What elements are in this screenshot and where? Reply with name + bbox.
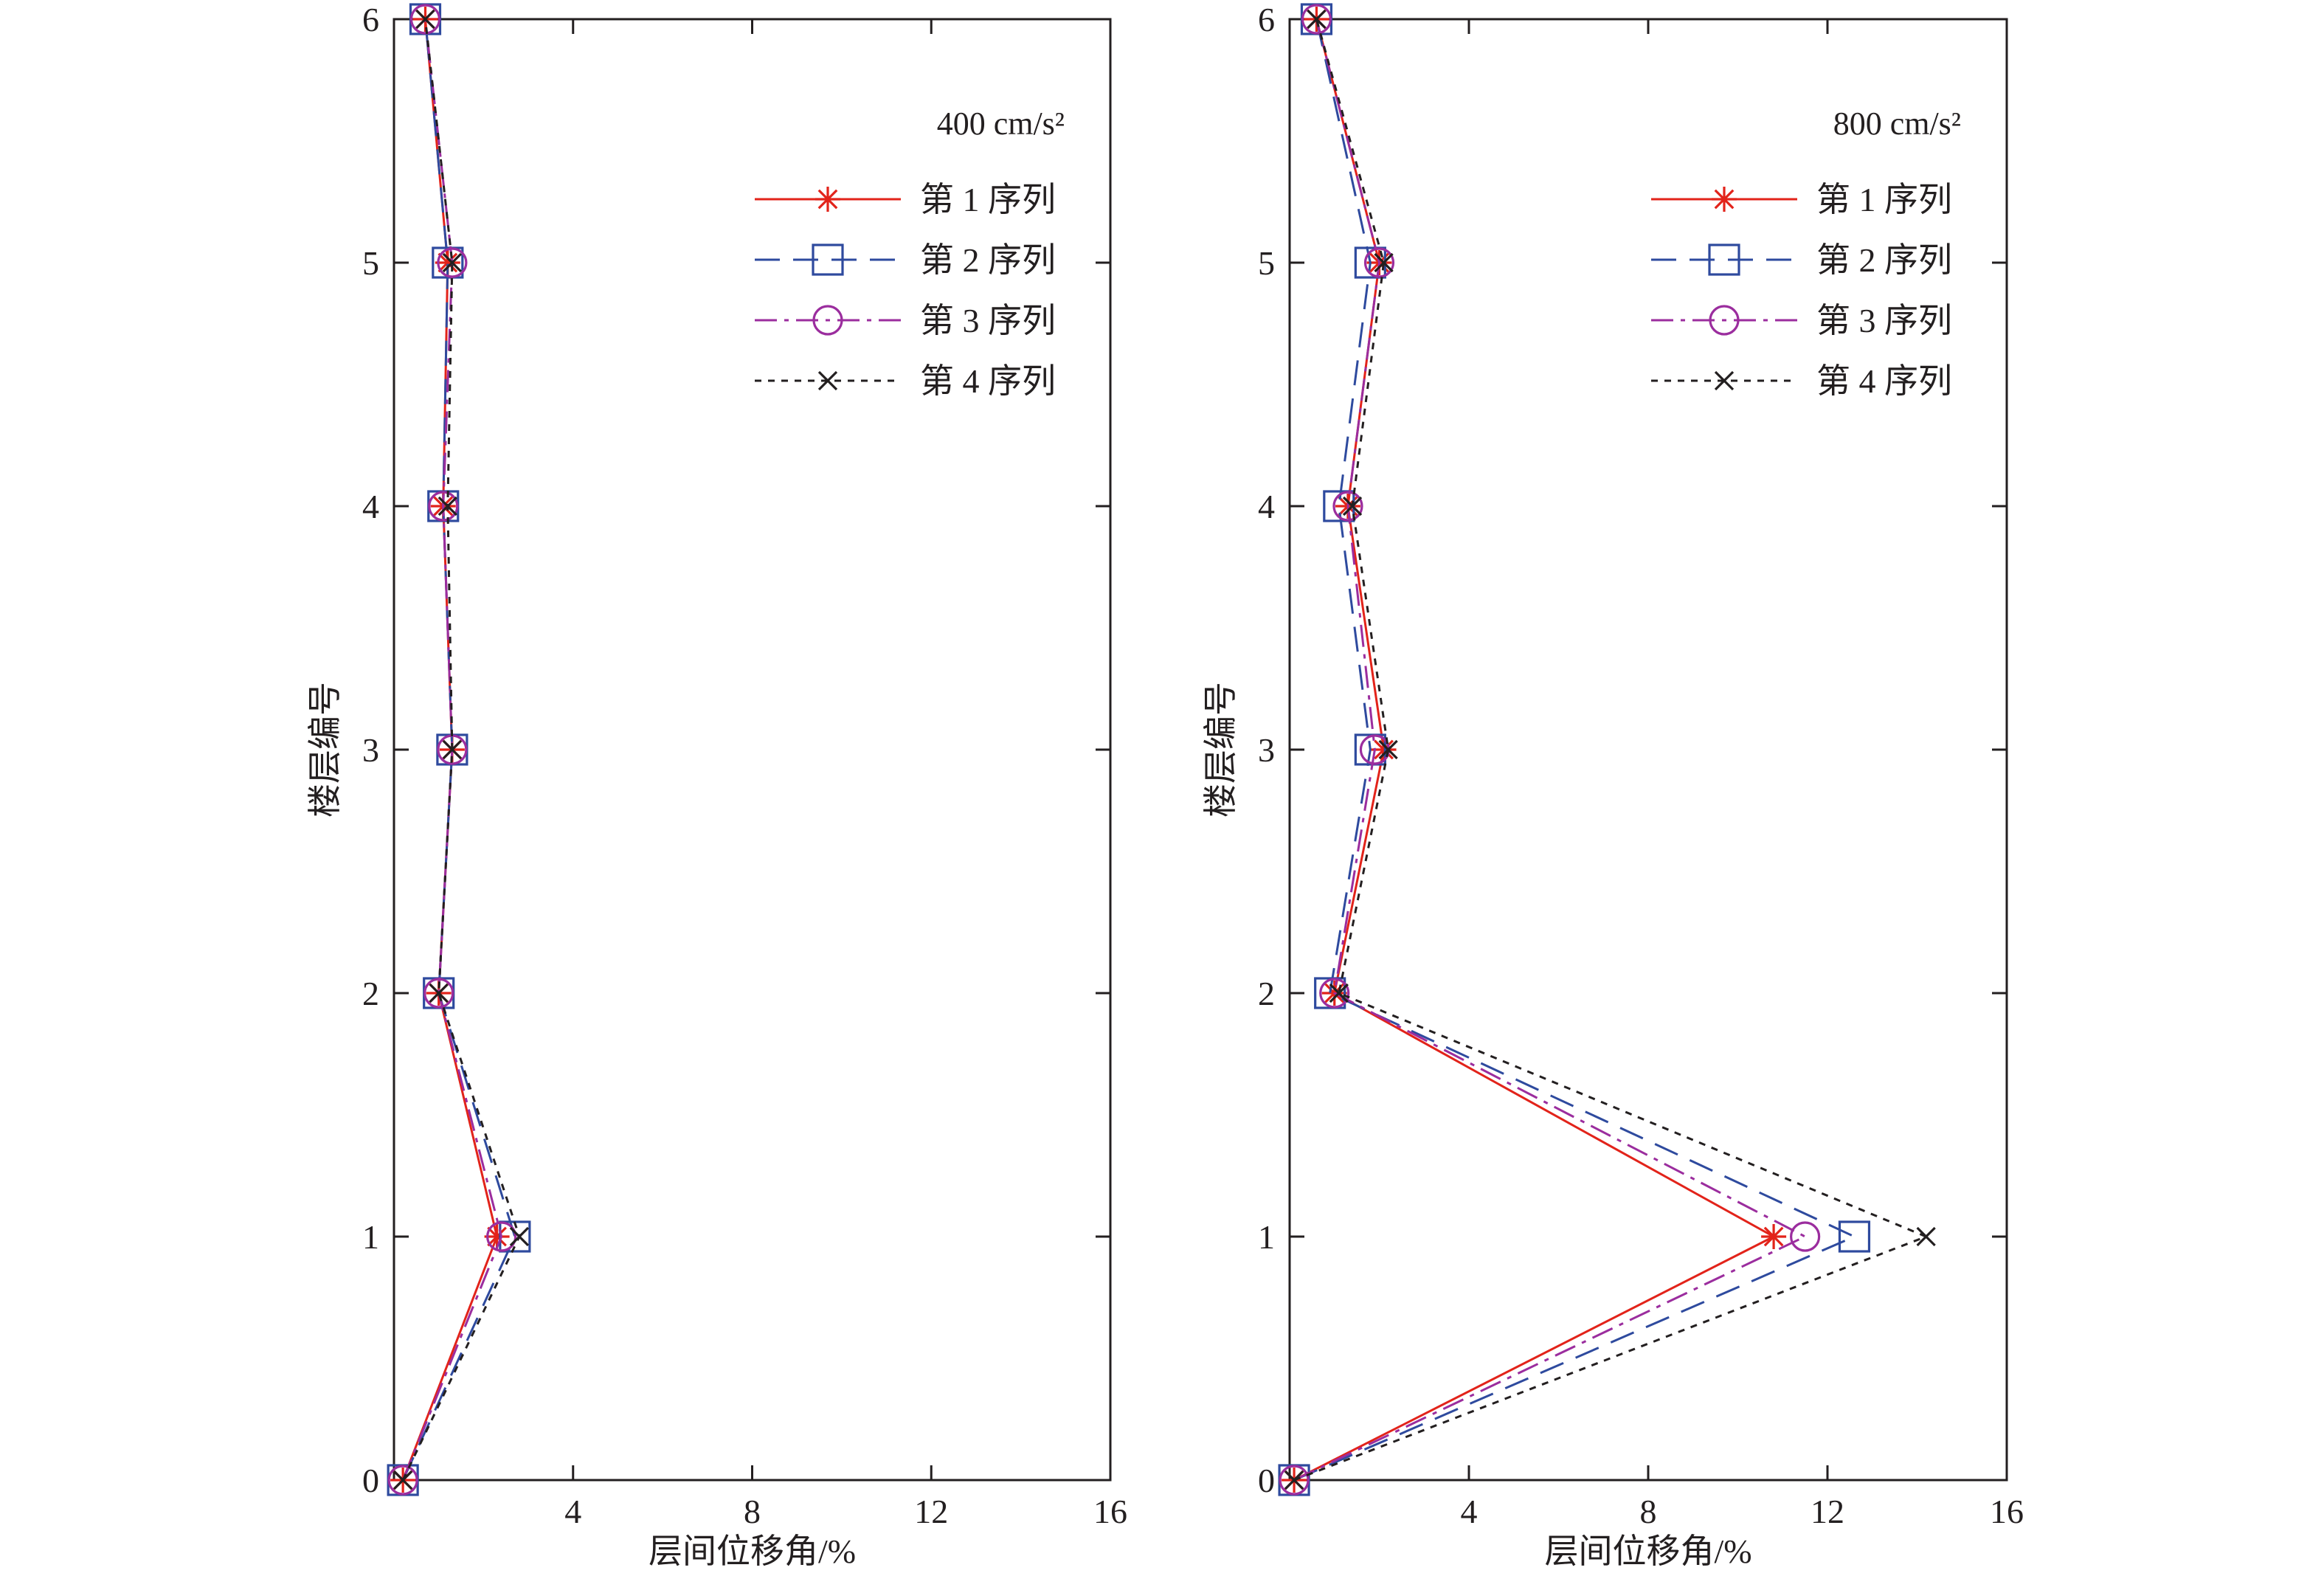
x-tick-label: 8 (1640, 1493, 1657, 1530)
y-tick-label: 1 (362, 1218, 379, 1256)
legend-marker (1712, 187, 1737, 212)
series-4-point (429, 983, 449, 1003)
x-tick-label: 4 (1461, 1493, 1478, 1530)
y-axis-title: 楼层编号 (1202, 682, 1239, 818)
legend-label: 第 2 序列 (1816, 241, 1952, 279)
legend-item-1: 第 1 序列 (1651, 181, 1952, 218)
y-tick-label: 6 (362, 1, 379, 38)
y-tick-label: 4 (1258, 488, 1275, 525)
plot-frame (1288, 18, 2008, 1482)
series-4-point (1916, 1226, 1936, 1247)
x-axis-title: 层间位移角/% (1544, 1532, 1751, 1570)
x-tick-label: 16 (1093, 1493, 1127, 1530)
y-tick-label: 5 (1258, 244, 1275, 282)
acceleration-annotation: 800 cm/s² (1833, 106, 1961, 142)
legend-marker (1708, 243, 1740, 276)
series-4-point (415, 9, 435, 30)
series-3-point (1319, 978, 1350, 1009)
y-tick-label: 5 (362, 244, 379, 282)
y-tick-label: 1 (1258, 1218, 1275, 1256)
series-4-point (1374, 252, 1394, 273)
x-tick-label: 16 (1990, 1493, 2024, 1530)
legend-item-3: 第 3 序列 (755, 302, 1056, 339)
x-tick-label: 12 (1811, 1493, 1844, 1530)
y-tick-label: 4 (362, 488, 379, 525)
series-3-point (1332, 491, 1363, 522)
series-2-point (432, 246, 464, 279)
legend-label: 第 2 序列 (920, 241, 1056, 279)
series-3-point (409, 4, 441, 35)
legend-item-4: 第 4 序列 (755, 362, 1056, 400)
x-tick-label: 12 (914, 1493, 948, 1530)
legend-marker (1714, 370, 1735, 391)
series-4-point (1329, 983, 1349, 1003)
series-2-point (1838, 1220, 1871, 1253)
legend-marker (815, 187, 840, 212)
series-2-point (1314, 977, 1346, 1009)
series-3-point (1301, 4, 1332, 35)
acceleration-annotation: 400 cm/s² (937, 106, 1065, 142)
x-tick-label: 8 (744, 1493, 761, 1530)
series-3-point (486, 1221, 517, 1252)
y-tick-label: 6 (1258, 1, 1275, 38)
legend-item-2: 第 2 序列 (1651, 241, 1952, 279)
y-tick-label: 2 (1258, 975, 1275, 1012)
legend-marker (1709, 305, 1740, 336)
series-4-point (442, 739, 463, 760)
legend-item-3: 第 3 序列 (1651, 302, 1952, 339)
y-tick-label: 3 (362, 731, 379, 769)
series-3-point (423, 978, 454, 1009)
series-3-point (1790, 1221, 1821, 1252)
series-3-point (437, 247, 468, 278)
series-3-line (1293, 18, 1807, 1482)
series-4-point (442, 252, 463, 273)
series-4-point (393, 1470, 413, 1490)
series-3-point (1363, 247, 1395, 278)
x-tick-label: 4 (564, 1493, 581, 1530)
legend-item-2: 第 2 序列 (755, 241, 1056, 279)
legend-marker (817, 370, 838, 391)
y-tick-label: 0 (1258, 1462, 1275, 1499)
legend-label: 第 1 序列 (920, 181, 1056, 218)
series-3-point (1279, 1465, 1310, 1496)
y-tick-label: 3 (1258, 731, 1275, 769)
series-1-line (1293, 18, 1775, 1482)
series-4-point (1378, 739, 1398, 760)
legend-marker (812, 243, 844, 276)
series-4-point (438, 496, 457, 516)
series-4-point (1307, 9, 1327, 30)
x-axis-title: 层间位移角/% (649, 1532, 856, 1570)
legend-label: 第 1 序列 (1816, 181, 1952, 218)
y-tick-label: 0 (362, 1462, 379, 1499)
legend-marker (812, 305, 843, 336)
legend-label: 第 3 序列 (920, 302, 1056, 339)
series-1-point (1761, 1224, 1787, 1249)
legend-label: 第 3 序列 (1816, 302, 1952, 339)
series-2-line (1293, 18, 1856, 1482)
y-tick-label: 2 (362, 975, 379, 1012)
plot-frame (392, 18, 1112, 1482)
series-2-point (1354, 733, 1386, 766)
legend-item-4: 第 4 序列 (1651, 362, 1952, 400)
series-4-point (1342, 496, 1363, 516)
series-3-point (387, 1465, 418, 1496)
legend-label: 第 4 序列 (920, 362, 1056, 400)
legend-item-1: 第 1 序列 (755, 181, 1056, 218)
legend: 第 1 序列第 2 序列第 3 序列第 4 序列 (1651, 181, 1952, 400)
y-axis-title: 楼层编号 (306, 682, 344, 818)
series-4-point (1284, 1470, 1304, 1490)
series-3-point (428, 491, 459, 522)
legend-label: 第 4 序列 (1816, 362, 1952, 400)
legend: 第 1 序列第 2 序列第 3 序列第 4 序列 (755, 181, 1056, 400)
series-4-point (509, 1226, 530, 1247)
